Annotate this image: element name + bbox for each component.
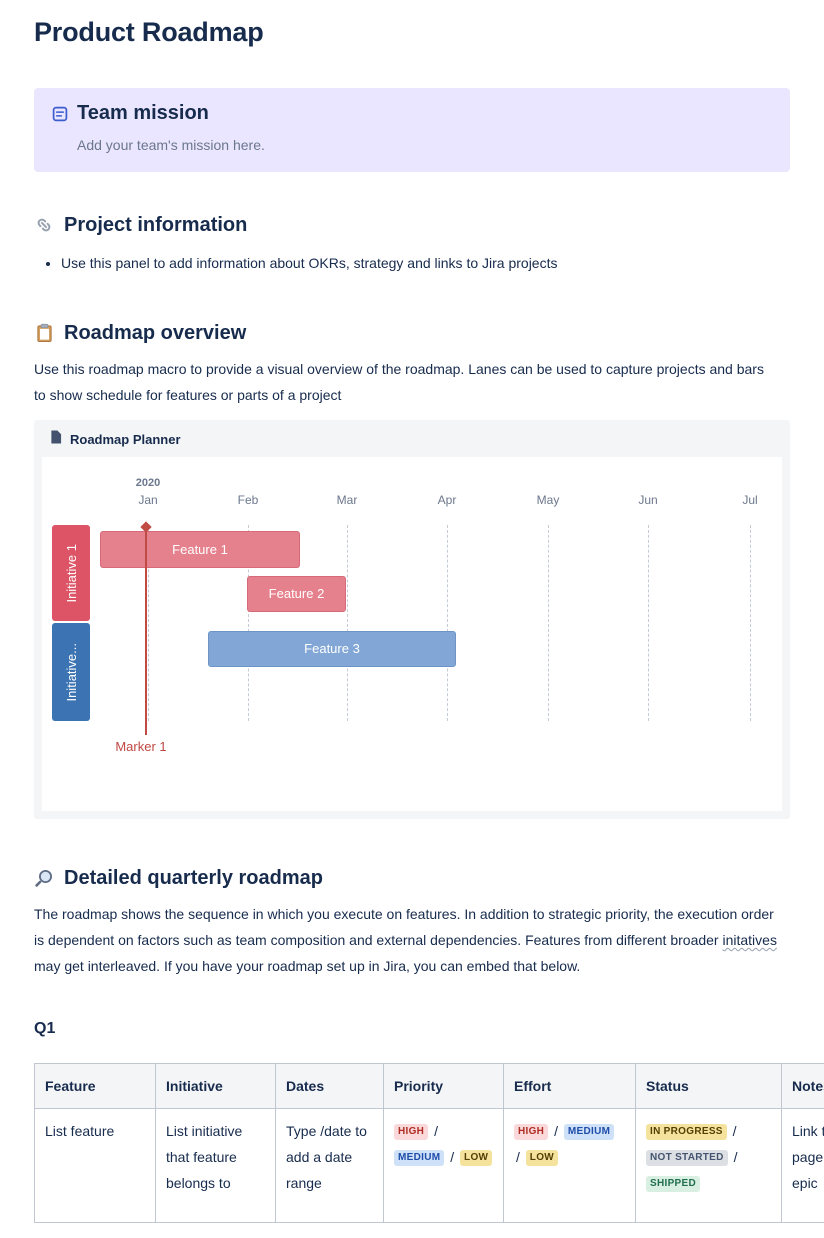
status-shipped-lozenge: SHIPPED [646, 1176, 701, 1192]
lozenge-separator: / [554, 1123, 558, 1139]
mission-panel-content: Team mission Add your team's mission her… [77, 100, 265, 156]
bar-feature-2[interactable]: Feature 2 [247, 576, 346, 612]
marker-line[interactable] [145, 525, 147, 735]
timeline-month: May [536, 493, 560, 507]
text-segment: The roadmap shows the sequence in which … [34, 906, 774, 948]
month-gridline [148, 525, 149, 721]
priority-low-lozenge: LOW [460, 1150, 493, 1166]
priority-high-lozenge: HIGH [394, 1124, 429, 1140]
clipboard-icon [34, 323, 54, 343]
section-heading-project-information: Project information [34, 212, 824, 238]
lane-initiative-2[interactable]: Initiative... [52, 623, 90, 721]
table-header-row: Feature Initiative Dates Priority Effort… [34, 1063, 824, 1109]
priority-medium-lozenge: MEDIUM [394, 1150, 445, 1166]
cell-initiative[interactable]: List initiative that feature belongs to [155, 1108, 276, 1223]
document-icon [50, 430, 62, 449]
month-gridline [347, 525, 348, 721]
month-gridline [548, 525, 549, 721]
section-title: Project information [64, 214, 248, 236]
marker-label: Marker 1 [115, 739, 167, 754]
status-inprogress-lozenge: IN PROGRESS [646, 1124, 727, 1140]
bar-feature-3[interactable]: Feature 3 [208, 631, 456, 667]
cell-status[interactable]: IN PROGRESS / NOT STARTED / SHIPPED [635, 1108, 782, 1223]
macro-header: Roadmap Planner [42, 428, 782, 457]
column-header-effort: Effort [503, 1063, 636, 1109]
section-heading-roadmap-overview: Roadmap overview [34, 320, 824, 346]
text-segment: may get interleaved. If you have your ro… [34, 958, 581, 974]
month-gridline [248, 525, 249, 721]
roadmap-overview-text: Use this roadmap macro to provide a visu… [34, 361, 764, 403]
lozenge-separator: / [516, 1149, 520, 1165]
lozenge-separator: / [732, 1123, 737, 1139]
timeline-month: Feb [237, 493, 259, 507]
list-item: Use this panel to add information about … [61, 250, 774, 276]
lozenge-separator: / [733, 1149, 738, 1165]
month-gridline [648, 525, 649, 721]
lozenge-separator: / [450, 1149, 455, 1165]
roadmap-chart: 2020 Jan Feb Mar Apr May Jun Jul Initiat… [42, 457, 782, 811]
quarter-heading: Q1 [34, 1020, 56, 1037]
month-gridline [750, 525, 751, 721]
lane-label-text: Initiative 1 [63, 543, 79, 603]
timeline-year: 2020 [135, 477, 161, 489]
magnifier-icon [34, 868, 54, 888]
column-header-feature: Feature [34, 1063, 156, 1109]
cell-dates[interactable]: Type /date to add a date range [275, 1108, 384, 1223]
table-row: List feature List initiative that featur… [34, 1108, 824, 1223]
section-title: Roadmap overview [64, 322, 247, 344]
lozenge-separator: / [434, 1123, 438, 1139]
effort-high-lozenge: HIGH [514, 1124, 549, 1140]
note-icon [52, 106, 68, 156]
column-header-initiative: Initiative [155, 1063, 276, 1109]
section-title: Detailed quarterly roadmap [64, 867, 323, 889]
roadmap-planner-macro[interactable]: Roadmap Planner 2020 Jan Feb Mar Apr May… [34, 420, 790, 819]
cell-feature[interactable]: List feature [34, 1108, 156, 1223]
lane-label-text: Initiative... [63, 642, 79, 702]
timeline-month: Jun [638, 493, 658, 507]
column-header-dates: Dates [275, 1063, 384, 1109]
column-header-notes: Notes [781, 1063, 824, 1109]
status-notstarted-lozenge: NOT STARTED [646, 1150, 728, 1166]
roadmap-table: Feature Initiative Dates Priority Effort… [34, 1063, 824, 1223]
timeline-month: Apr [437, 493, 457, 507]
effort-low-lozenge: LOW [525, 1150, 559, 1166]
project-info-list: Use this panel to add information about … [34, 250, 774, 276]
cell-priority[interactable]: HIGH / MEDIUM / LOW [383, 1108, 504, 1223]
link-icon [34, 215, 54, 235]
cell-effort[interactable]: HIGH / MEDIUM / LOW [503, 1108, 636, 1223]
timeline-month: Mar [336, 493, 358, 507]
effort-medium-lozenge: MEDIUM [563, 1124, 615, 1140]
page-title: Product Roadmap [34, 17, 264, 47]
column-header-priority: Priority [383, 1063, 504, 1109]
month-gridline [447, 525, 448, 721]
misspelled-word: initatives [722, 932, 777, 948]
lane-initiative-1[interactable]: Initiative 1 [52, 525, 90, 621]
bar-feature-1[interactable]: Feature 1 [100, 531, 300, 568]
section-heading-detailed-roadmap: Detailed quarterly roadmap [34, 865, 824, 891]
detailed-roadmap-text: The roadmap shows the sequence in which … [34, 901, 778, 979]
team-mission-panel: Team mission Add your team's mission her… [34, 88, 790, 172]
timeline-month: Jan [138, 493, 158, 507]
cell-notes[interactable]: Link to page or epic [781, 1108, 824, 1223]
mission-title: Team mission [77, 102, 209, 124]
column-header-status: Status [635, 1063, 782, 1109]
mission-placeholder-text: Add your team's mission here. [77, 137, 265, 153]
macro-title: Roadmap Planner [70, 431, 181, 447]
timeline-month: Jul [742, 493, 758, 507]
